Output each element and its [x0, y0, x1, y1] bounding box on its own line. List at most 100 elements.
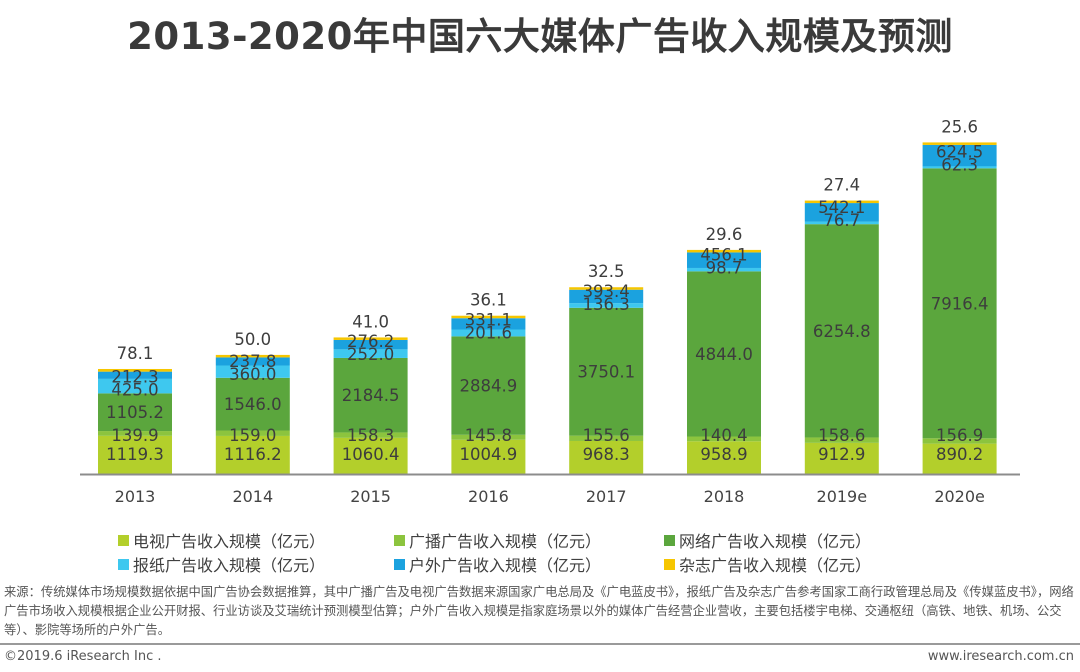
legend-label-magazine: 杂志广告收入规模（亿元） — [679, 556, 872, 575]
data-label-network-2019e: 6254.8 — [813, 322, 871, 341]
source-note: 来源：传统媒体市场规模数据依据中国广告协会数据推算，其中广播广告及电视广告数据来… — [4, 585, 1074, 637]
bar-segment-newspaper-2015 — [333, 349, 408, 358]
bar-segment-radio-2020e — [922, 438, 997, 444]
data-label-newspaper-2015: 252.0 — [347, 345, 394, 364]
bar-segment-outdoor-2013 — [98, 371, 172, 379]
data-label-magazine-2020e: 25.6 — [941, 117, 978, 136]
bar-segment-radio-2017 — [569, 435, 644, 441]
legend-label-radio: 广播广告收入规模（亿元） — [409, 532, 602, 551]
data-label-outdoor-2016: 331.1 — [465, 310, 512, 329]
legend-label-network: 网络广告收入规模（亿元） — [679, 532, 872, 551]
legend-item-magazine: 杂志广告收入规模（亿元） — [664, 552, 871, 576]
bar-segment-newspaper-2018 — [687, 267, 761, 272]
data-label-magazine-2014: 50.0 — [234, 330, 271, 349]
data-label-newspaper-2018: 98.7 — [706, 258, 743, 277]
data-label-magazine-2013: 78.1 — [117, 344, 154, 363]
bar-segment-network-2019e — [804, 224, 879, 438]
bar-segment-network-2013 — [98, 393, 172, 432]
bar-segment-newspaper-2019e — [804, 221, 879, 225]
bar-segment-magazine-2018 — [687, 249, 761, 253]
bar-segment-newspaper-2016 — [451, 329, 526, 337]
bar-segment-outdoor-2019e — [804, 203, 879, 222]
bar-segment-radio-2015 — [333, 432, 408, 438]
x-tick-label-2013: 2013 — [115, 487, 156, 506]
legend-swatch-radio — [394, 534, 405, 546]
bar-segment-radio-2016 — [451, 434, 526, 440]
data-label-outdoor-2018: 456.1 — [700, 245, 747, 264]
bar-segment-magazine-2016 — [451, 315, 526, 319]
bar-segment-outdoor-2018 — [687, 252, 761, 268]
bar-segment-network-2014 — [215, 377, 290, 431]
data-label-radio-2014: 159.0 — [229, 426, 276, 445]
data-label-tv-2017: 968.3 — [583, 445, 630, 464]
legend-swatch-network — [664, 534, 675, 546]
data-label-outdoor-2020e: 624.5 — [936, 142, 983, 161]
bar-segment-radio-2013 — [98, 431, 172, 436]
data-label-newspaper-2020e: 62.3 — [941, 155, 978, 174]
x-tick-label-2018: 2018 — [704, 487, 745, 506]
bar-segment-newspaper-2014 — [215, 365, 290, 378]
legend-label-newspaper: 报纸广告收入规模（亿元） — [133, 556, 326, 575]
bar-segment-tv-2016 — [451, 439, 526, 474]
bar-segment-newspaper-2013 — [98, 378, 172, 394]
data-label-newspaper-2019e: 76.7 — [823, 211, 860, 230]
bar-segment-outdoor-2020e — [922, 144, 997, 167]
legend-swatch-outdoor — [394, 558, 405, 570]
data-label-magazine-2016: 36.1 — [470, 291, 507, 310]
legend-item-network: 网络广告收入规模（亿元） — [664, 528, 871, 552]
bar-segment-network-2018 — [687, 271, 761, 437]
data-label-outdoor-2015: 276.2 — [347, 332, 394, 351]
data-label-radio-2015: 158.3 — [347, 426, 394, 445]
data-label-network-2016: 2884.9 — [460, 377, 518, 396]
bar-segment-tv-2020e — [922, 443, 997, 474]
bar-segment-network-2015 — [333, 357, 408, 433]
data-label-network-2018: 4844.0 — [695, 345, 753, 364]
bar-segment-network-2016 — [451, 336, 526, 435]
bar-segment-tv-2015 — [333, 437, 408, 474]
data-label-magazine-2018: 29.6 — [706, 225, 743, 244]
x-tick-label-2015: 2015 — [350, 487, 391, 506]
bar-segment-radio-2019e — [804, 437, 879, 443]
data-label-outdoor-2013: 212.3 — [111, 367, 158, 386]
data-label-tv-2018: 958.9 — [700, 445, 747, 464]
data-label-outdoor-2017: 393.4 — [583, 282, 630, 301]
bar-segment-radio-2018 — [687, 436, 761, 442]
data-label-radio-2019e: 158.6 — [818, 426, 865, 445]
data-label-tv-2013: 1119.3 — [106, 445, 164, 464]
bar-segment-magazine-2015 — [333, 337, 408, 340]
bar-segment-radio-2014 — [215, 430, 290, 436]
bar-segment-magazine-2014 — [215, 354, 290, 358]
bar-segment-newspaper-2017 — [569, 303, 644, 308]
bar-segment-tv-2014 — [215, 435, 290, 474]
bar-segment-network-2020e — [922, 168, 997, 439]
data-label-newspaper-2016: 201.6 — [465, 323, 512, 342]
data-label-radio-2017: 155.6 — [583, 426, 630, 445]
data-label-magazine-2015: 41.0 — [352, 312, 389, 331]
data-label-tv-2016: 1004.9 — [460, 445, 518, 464]
data-label-network-2013: 1105.2 — [106, 403, 164, 422]
website-link[interactable]: www.iresearch.com.cn — [927, 649, 1074, 664]
bar-segment-outdoor-2017 — [569, 289, 644, 304]
data-label-radio-2013: 139.9 — [111, 426, 158, 445]
legend-item-outdoor: 户外广告收入规模（亿元） — [394, 552, 601, 576]
chart-title: 2013-2020年中国六大媒体广告收入规模及预测 — [127, 15, 953, 58]
legend-swatch-tv — [118, 534, 129, 546]
legend-swatch-magazine — [664, 558, 675, 570]
data-label-tv-2015: 1060.4 — [342, 445, 400, 464]
bar-segment-outdoor-2014 — [215, 357, 290, 366]
footer-divider — [0, 643, 1080, 645]
data-label-magazine-2019e: 27.4 — [823, 176, 860, 195]
data-label-tv-2014: 1116.2 — [224, 445, 282, 464]
bar-segment-magazine-2020e — [922, 142, 997, 145]
x-tick-label-2019e: 2019e — [817, 487, 868, 506]
data-label-network-2017: 3750.1 — [577, 363, 635, 382]
bar-segment-network-2017 — [569, 307, 644, 436]
bar-segment-newspaper-2020e — [922, 165, 997, 169]
data-label-radio-2020e: 156.9 — [936, 426, 983, 445]
data-label-network-2015: 2184.5 — [342, 386, 400, 405]
bar-segment-tv-2013 — [98, 435, 172, 474]
x-tick-label-2020e: 2020e — [934, 487, 985, 506]
data-label-tv-2019e: 912.9 — [818, 445, 865, 464]
legend-item-newspaper: 报纸广告收入规模（亿元） — [118, 552, 325, 576]
